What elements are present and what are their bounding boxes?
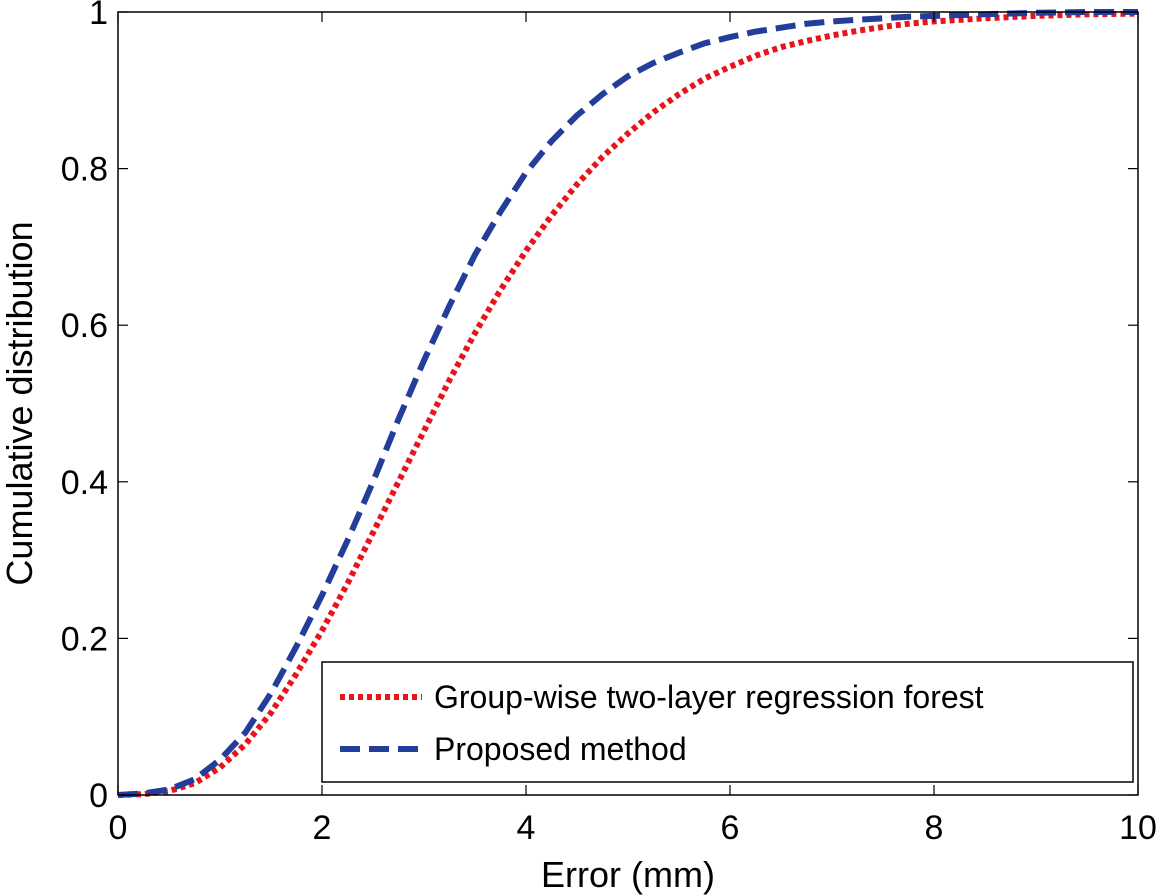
y-tick-label: 1 xyxy=(89,0,108,32)
y-tick-label: 0.6 xyxy=(61,307,108,345)
series-line-regression-forest xyxy=(117,10,1139,798)
y-tick-label: 0 xyxy=(89,777,108,815)
x-tick-label: 0 xyxy=(109,809,128,847)
plot-frame xyxy=(117,11,1139,796)
x-tick-label: 6 xyxy=(721,809,740,847)
y-tick-label: 0.2 xyxy=(61,620,108,658)
x-tick-label: 8 xyxy=(925,809,944,847)
legend-box xyxy=(321,661,1134,783)
y-tick-label: 0.8 xyxy=(61,151,108,189)
tick-layer: 0 2 4 6 8 10 0 0.2 0.4 0.6 0.8 1 xyxy=(61,0,1157,847)
legend: Group-wise two-layer regression forest P… xyxy=(321,661,1134,783)
x-tick-label: 4 xyxy=(517,809,536,847)
legend-label-proposed-method: Proposed method xyxy=(434,731,687,767)
legend-label-regression-forest: Group-wise two-layer regression forest xyxy=(434,679,984,715)
x-tick-label: 2 xyxy=(313,809,332,847)
series-line-proposed-method xyxy=(117,9,1138,798)
y-tick-label: 0.4 xyxy=(61,464,108,502)
x-axis-label: Error (mm) xyxy=(541,854,715,895)
y-axis-label: Cumulative distribution xyxy=(0,221,40,585)
series-layer xyxy=(117,9,1139,798)
x-tick-label: 10 xyxy=(1119,809,1157,847)
